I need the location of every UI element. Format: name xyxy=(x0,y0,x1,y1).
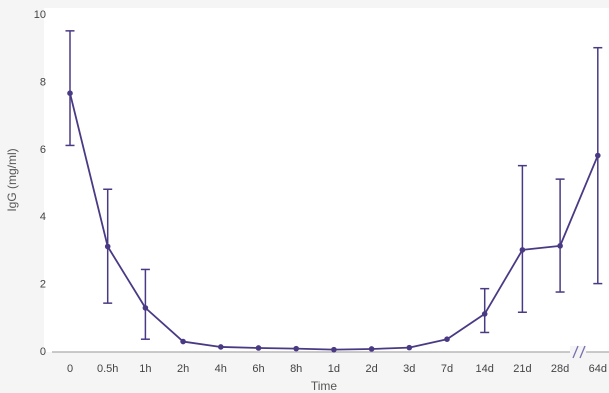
data-point xyxy=(481,311,488,317)
y-tick-label: 4 xyxy=(40,211,46,223)
y-axis-title: IgG (mg/ml) xyxy=(5,148,19,211)
error-bar xyxy=(517,164,527,313)
data-point xyxy=(331,346,337,353)
data-point xyxy=(557,243,563,249)
x-tick-label: 0 xyxy=(67,363,73,375)
data-point xyxy=(519,247,526,253)
data-point xyxy=(180,338,186,345)
x-tick-label: 2d xyxy=(365,363,377,375)
x-tick-label: 64d xyxy=(589,363,607,375)
x-tick-label: 6h xyxy=(252,363,264,375)
error-bar xyxy=(480,287,490,334)
error-bar xyxy=(140,268,150,340)
x-tick-label: 14d xyxy=(476,363,494,375)
y-tick-label: 8 xyxy=(40,76,46,88)
x-tick-label: 1d xyxy=(328,363,340,375)
y-tick-label: 2 xyxy=(40,279,46,291)
x-tick-label: 3d xyxy=(403,363,415,375)
y-tick-label: 10 xyxy=(34,9,46,21)
x-axis-title: Time xyxy=(311,379,338,393)
y-tick-label: 0 xyxy=(40,346,46,358)
axis-break-marker xyxy=(570,345,586,359)
data-point xyxy=(406,344,413,351)
data-point xyxy=(293,345,300,352)
x-tick-label: 7d xyxy=(441,363,453,375)
error-bar xyxy=(65,30,75,147)
data-point xyxy=(218,344,224,350)
data-point xyxy=(255,345,262,351)
x-tick-label: 28d xyxy=(551,363,569,375)
y-tick-label: 6 xyxy=(40,144,46,156)
data-point xyxy=(67,90,73,96)
plot-background xyxy=(44,8,609,352)
x-tick-label: 4h xyxy=(215,363,227,375)
error-bar xyxy=(555,178,565,293)
x-tick-label: 8h xyxy=(290,363,302,375)
data-point xyxy=(142,305,149,311)
x-tick-label: 2h xyxy=(177,363,189,375)
data-point xyxy=(368,346,375,352)
data-point xyxy=(104,243,111,250)
x-tick-label: 1h xyxy=(139,363,151,375)
data-point xyxy=(595,152,601,159)
x-tick-label: 21d xyxy=(513,363,531,375)
data-point xyxy=(444,336,450,343)
error-bar xyxy=(593,46,603,285)
x-tick-label: 0.5h xyxy=(97,363,118,375)
